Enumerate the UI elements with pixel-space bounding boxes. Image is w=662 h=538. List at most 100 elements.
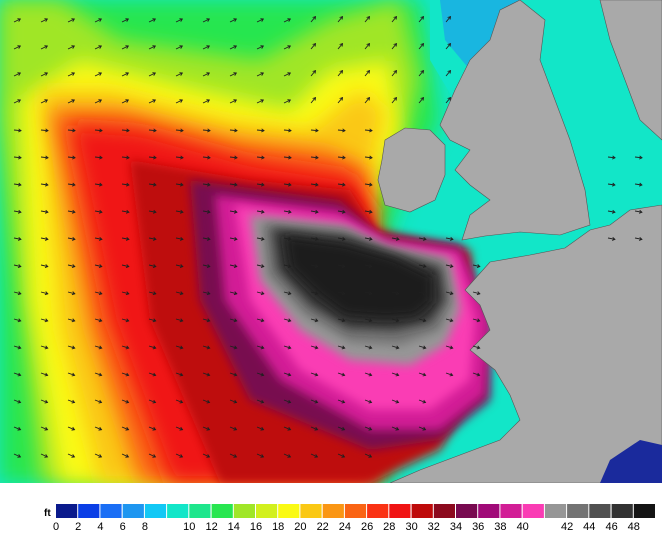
direction-arrow-head — [17, 426, 22, 431]
direction-arrow — [67, 345, 75, 349]
direction-arrow — [40, 453, 48, 458]
direction-arrow-head — [312, 96, 317, 101]
map-canvas — [0, 0, 662, 483]
legend-tick-label: 6 — [120, 521, 126, 533]
direction-arrow-head — [638, 209, 643, 214]
direction-arrow — [13, 99, 21, 104]
direction-arrow-head — [395, 345, 400, 350]
direction-arrow — [310, 43, 316, 50]
direction-arrow-head — [447, 96, 452, 101]
direction-arrow — [310, 97, 316, 104]
direction-arrow-head — [71, 318, 76, 323]
direction-arrow — [202, 183, 210, 186]
direction-arrow — [364, 264, 372, 268]
direction-arrow-head — [447, 42, 452, 47]
direction-arrow-head — [368, 209, 373, 214]
direction-arrow — [175, 264, 183, 268]
direction-arrow — [175, 399, 183, 403]
direction-arrow — [337, 129, 346, 132]
direction-arrow — [13, 426, 21, 431]
direction-arrow — [418, 97, 424, 104]
direction-arrow-head — [342, 182, 346, 187]
direction-arrow — [283, 18, 291, 23]
direction-arrow — [337, 426, 345, 431]
legend-tick-label: 38 — [494, 521, 506, 533]
direction-arrow-head — [233, 318, 238, 323]
direction-arrow-head — [368, 264, 373, 269]
direction-arrow-head — [125, 18, 130, 22]
direction-arrow — [175, 237, 183, 240]
direction-arrow — [175, 453, 183, 458]
legend-swatch — [211, 504, 233, 518]
direction-arrow-head — [261, 155, 265, 160]
direction-arrow-head — [341, 372, 346, 377]
direction-arrow-head — [639, 155, 643, 160]
direction-arrow — [310, 237, 318, 240]
direction-arrow-head — [206, 399, 211, 404]
direction-arrow-head — [612, 155, 616, 160]
direction-arrow — [175, 18, 183, 23]
direction-arrow — [310, 16, 316, 23]
direction-arrow — [13, 156, 22, 159]
direction-arrow-head — [206, 291, 211, 296]
direction-arrow-head — [422, 345, 427, 350]
direction-arrow-head — [152, 372, 157, 377]
direction-arrow-head — [395, 318, 400, 323]
direction-arrow-head — [125, 454, 130, 458]
direction-arrow-head — [207, 128, 211, 133]
direction-arrow — [202, 237, 210, 240]
direction-arrow — [391, 399, 399, 403]
direction-arrow-head — [288, 128, 292, 133]
direction-arrow — [337, 97, 343, 104]
direction-arrow-head — [420, 15, 425, 20]
direction-arrow — [67, 372, 75, 376]
direction-arrow-head — [260, 264, 265, 269]
legend-swatch — [167, 504, 189, 518]
direction-arrow-head — [152, 45, 157, 49]
direction-arrow — [310, 210, 318, 213]
direction-arrow — [283, 291, 291, 295]
legend-tick-label: 20 — [294, 521, 306, 533]
direction-arrow-head — [206, 372, 211, 377]
direction-arrow — [364, 129, 373, 132]
direction-arrow — [121, 318, 129, 322]
direction-arrow-head — [152, 399, 157, 404]
direction-arrow-head — [341, 209, 346, 214]
direction-arrow-head — [71, 426, 76, 431]
direction-arrow-head — [422, 426, 427, 431]
direction-arrow-head — [71, 291, 76, 296]
direction-arrow — [121, 291, 129, 295]
direction-arrow — [364, 291, 372, 295]
direction-arrow — [94, 237, 102, 240]
direction-arrow — [310, 453, 318, 458]
direction-arrow-head — [153, 155, 157, 160]
direction-arrow-head — [179, 291, 184, 296]
direction-arrow — [40, 99, 48, 104]
direction-arrow-head — [44, 72, 49, 76]
direction-arrow-head — [287, 399, 292, 404]
direction-arrow-head — [98, 72, 103, 76]
direction-arrow-head — [611, 209, 616, 214]
direction-arrow-head — [369, 128, 373, 133]
direction-arrow — [310, 372, 318, 376]
direction-arrow-head — [125, 426, 130, 431]
direction-arrow-head — [179, 345, 184, 350]
direction-arrow-head — [206, 99, 211, 103]
wave-direction-arrows — [13, 15, 643, 458]
direction-arrow-head — [341, 291, 346, 296]
direction-arrow — [148, 264, 156, 268]
direction-arrow — [607, 156, 616, 159]
direction-arrow-head — [98, 345, 103, 350]
direction-arrow — [229, 453, 237, 458]
direction-arrow — [67, 399, 75, 403]
direction-arrow-head — [44, 345, 49, 350]
direction-arrow — [391, 43, 397, 50]
direction-arrow — [40, 45, 48, 50]
direction-arrow — [94, 291, 102, 295]
direction-arrow — [337, 345, 345, 349]
direction-arrow — [67, 264, 75, 268]
direction-arrow-head — [152, 99, 157, 103]
direction-arrow-head — [152, 318, 157, 323]
legend-tick-label: 36 — [472, 521, 484, 533]
direction-arrow — [283, 345, 291, 349]
